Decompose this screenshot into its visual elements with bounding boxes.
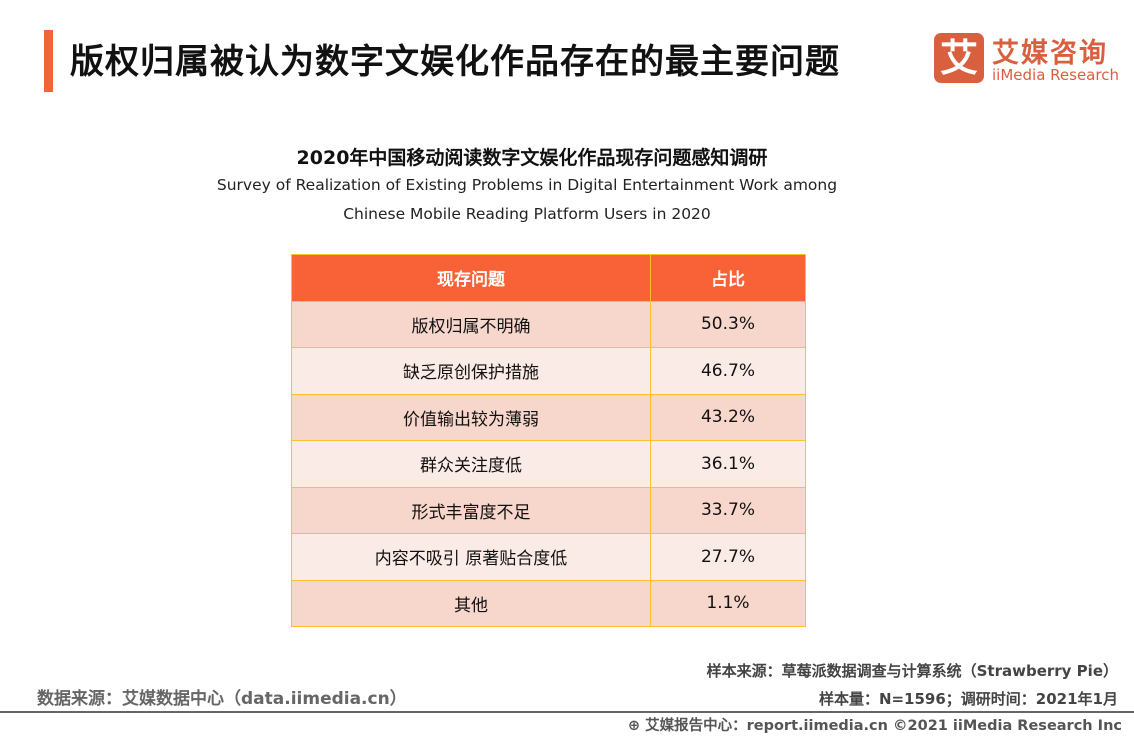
problem-cell: 缺乏原创保护措施: [291, 347, 651, 395]
problem-cell: 价值输出较为薄弱: [291, 393, 651, 441]
table-header-row: 现存问题 占比: [291, 254, 806, 302]
sample-source: 样本来源：草莓派数据调查与计算系统（Strawberry Pie）: [706, 662, 1118, 680]
table-row: 版权归属不明确 50.3%: [291, 300, 806, 348]
share-cell: 33.7%: [650, 486, 806, 534]
share-cell: 43.2%: [650, 393, 806, 441]
report-center-footer: ⊕ 艾媒报告中心：report.iimedia.cn ©2021 iiMedia…: [628, 714, 1122, 735]
share-cell: 27.7%: [650, 533, 806, 581]
table-row: 形式丰富度不足 33.7%: [291, 486, 806, 534]
problem-cell: 其他: [291, 579, 651, 627]
title-accent-bar: [44, 30, 53, 92]
table-row: 缺乏原创保护措施 46.7%: [291, 347, 806, 395]
footer-divider: [0, 711, 1134, 713]
column-header-share: 占比: [650, 254, 806, 302]
iimedia-logo: 艾 艾媒咨询 iiMedia Research: [934, 33, 1119, 85]
share-cell: 46.7%: [650, 347, 806, 395]
logo-cn-text: 艾媒咨询: [992, 38, 1108, 69]
sample-info: 样本量：N=1596；调研时间：2021年1月: [818, 690, 1118, 708]
table-row: 价值输出较为薄弱 43.2%: [291, 393, 806, 441]
chart-subtitle-line1: Survey of Realization of Existing Proble…: [216, 176, 838, 194]
page-title: 版权归属被认为数字文娱化作品存在的最主要问题: [70, 42, 840, 82]
logo-en-text: iiMedia Research: [992, 66, 1119, 84]
problem-cell: 形式丰富度不足: [291, 486, 651, 534]
data-source: 数据来源：艾媒数据中心（data.iimedia.cn）: [37, 689, 407, 709]
report-center-text: 艾媒报告中心：report.iimedia.cn ©2021 iiMedia R…: [645, 718, 1122, 734]
table-row: 内容不吸引 原著贴合度低 27.7%: [291, 533, 806, 581]
table-row: 其他 1.1%: [291, 579, 806, 627]
problem-cell: 内容不吸引 原著贴合度低: [291, 533, 651, 581]
problem-cell: 群众关注度低: [291, 440, 651, 488]
globe-icon: ⊕: [627, 718, 646, 734]
column-header-problem: 现存问题: [291, 254, 651, 302]
share-cell: 50.3%: [650, 300, 806, 348]
share-cell: 1.1%: [650, 579, 806, 627]
chart-title: 2020年中国移动阅读数字文娱化作品现存问题感知调研: [296, 147, 768, 169]
chart-subtitle-line2: Chinese Mobile Reading Platform Users in…: [343, 205, 711, 223]
problem-cell: 版权归属不明确: [291, 300, 651, 348]
share-cell: 36.1%: [650, 440, 806, 488]
logo-mark-icon: 艾: [934, 33, 984, 83]
problems-table: 现存问题 占比 版权归属不明确 50.3% 缺乏原创保护措施 46.7% 价值输出较为薄…: [291, 254, 806, 627]
table-row: 群众关注度低 36.1%: [291, 440, 806, 488]
